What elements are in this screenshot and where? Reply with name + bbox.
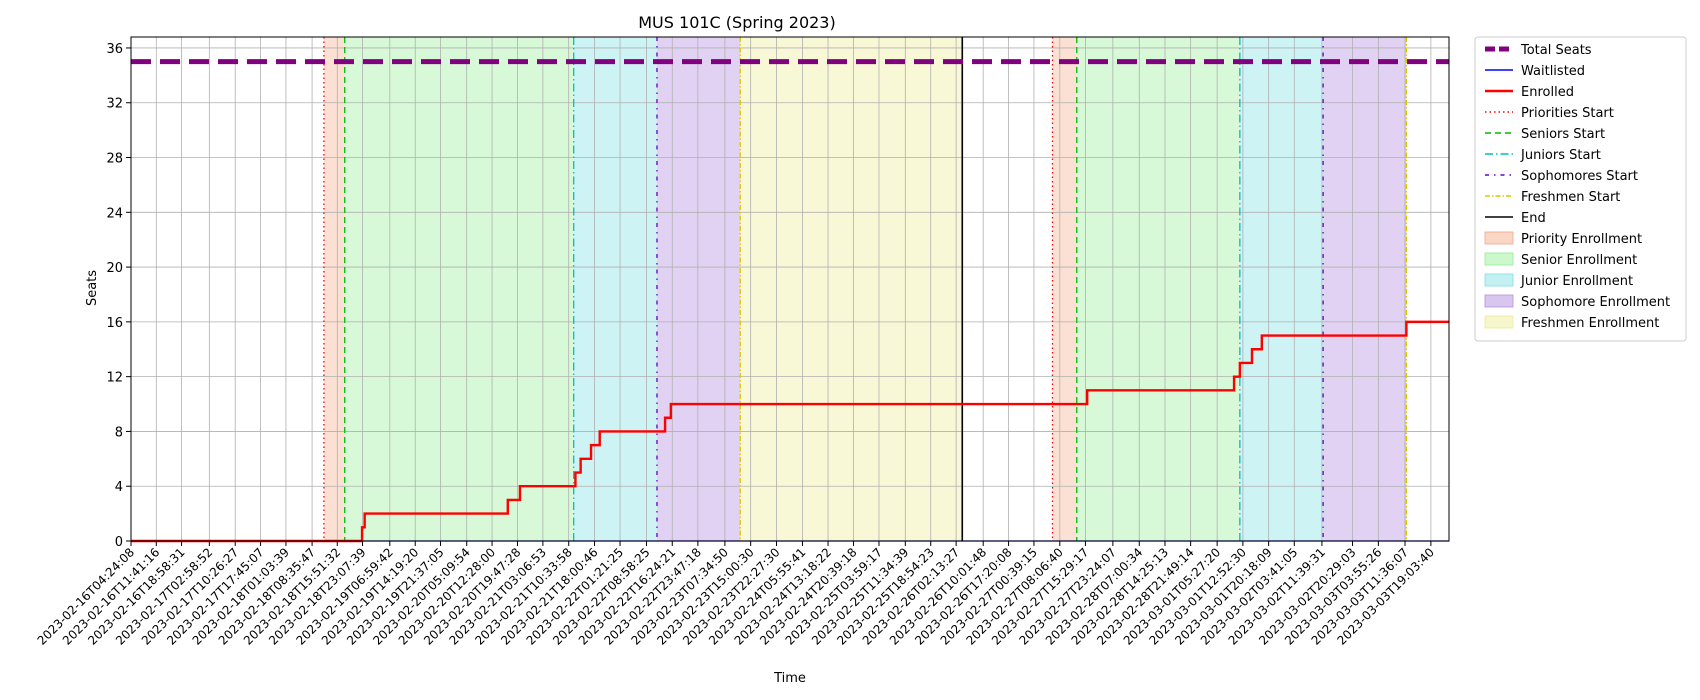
legend-label-senior-enrollment: Senior Enrollment: [1521, 253, 1637, 268]
legend-label-enrolled: Enrolled: [1521, 85, 1574, 100]
span-junior-enrollment-1: [573, 37, 657, 541]
legend: Total Seats Waitlisted Enrolled Priorities …: [1474, 36, 1687, 342]
legend-label-junior-enrollment: Junior Enrollment: [1520, 274, 1633, 289]
enrollment-period-spans: [323, 37, 1407, 541]
grid-lines: [130, 37, 1449, 542]
legend-swatch-freshmen-enrollment: [1484, 315, 1514, 329]
span-sophomore-enrollment-1: [656, 37, 741, 541]
legend-label-total-seats: Total Seats: [1520, 43, 1592, 58]
y-tick-label: 0: [115, 535, 123, 550]
legend-box: [1474, 36, 1687, 342]
legend-swatch-priority-enrollment: [1484, 231, 1514, 245]
legend-label-seniors-start: Seniors Start: [1521, 127, 1605, 142]
period-start-lines: [323, 37, 1408, 541]
legend-label-sophomore-enrollment: Sophomore Enrollment: [1521, 295, 1670, 310]
y-tick-label: 24: [106, 206, 123, 221]
legend-swatch-senior-enrollment: [1484, 252, 1514, 266]
span-priority-enrollment-2: [1052, 37, 1077, 541]
span-junior-enrollment-2: [1239, 37, 1324, 541]
span-senior-enrollment-1: [344, 37, 574, 541]
y-tick-label: 12: [106, 371, 123, 386]
y-tick-label: 4: [115, 480, 123, 495]
span-sophomore-enrollment-2: [1323, 37, 1407, 541]
series-enrolled: [131, 320, 1449, 543]
legend-label-priority-enrollment: Priority Enrollment: [1521, 232, 1642, 247]
span-freshmen-enrollment-1: [740, 37, 963, 541]
y-tick-label: 36: [106, 42, 123, 57]
legend-label-freshmen-start: Freshmen Start: [1521, 190, 1620, 205]
y-tick-label: 8: [115, 425, 123, 440]
chart-title: MUS 101C (Spring 2023): [638, 13, 835, 32]
legend-swatch-sophomore-enrollment: [1484, 294, 1514, 308]
y-tick-label: 20: [106, 261, 123, 276]
legend-label-waitlisted: Waitlisted: [1521, 64, 1585, 79]
legend-label-priorities-start: Priorities Start: [1521, 106, 1614, 121]
legend-swatch-junior-enrollment: [1484, 273, 1514, 287]
span-priority-enrollment-1: [323, 37, 345, 541]
legend-label-sophomores-start: Sophomores Start: [1521, 169, 1638, 184]
legend-label-freshmen-enrollment: Freshmen Enrollment: [1521, 316, 1659, 331]
y-tick-label: 28: [106, 152, 123, 167]
legend-label-juniors-start: Juniors Start: [1520, 148, 1601, 163]
y-axis-label: Seats: [85, 270, 100, 306]
x-axis-label: Time: [773, 671, 806, 686]
legend-label-end: End: [1521, 211, 1546, 226]
y-tick-label: 16: [106, 316, 123, 331]
span-senior-enrollment-2: [1076, 37, 1240, 541]
plot-frame: [130, 36, 1450, 542]
axes: 048121620242832362023-02-16T04:24:082023…: [35, 36, 1450, 648]
y-tick-label: 32: [106, 97, 123, 112]
